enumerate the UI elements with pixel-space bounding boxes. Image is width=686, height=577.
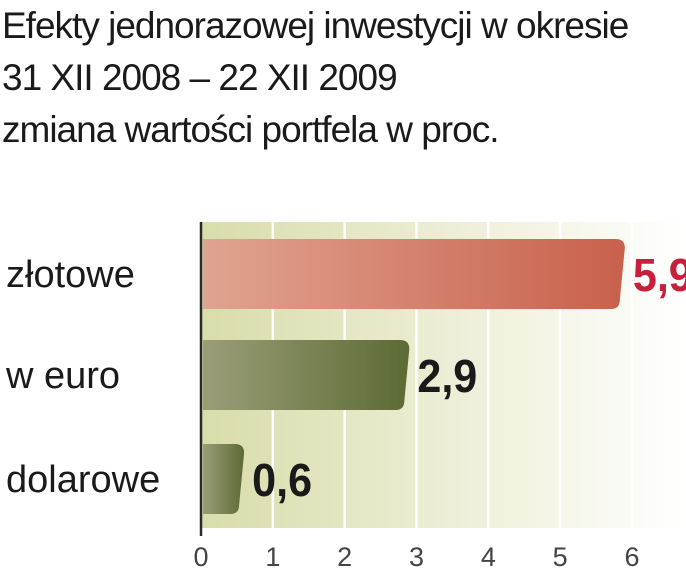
value-labels: 5,9 2,9 0,6 xyxy=(252,249,686,506)
value-label: 2,9 xyxy=(417,350,477,402)
bar-0 xyxy=(203,239,625,309)
chart-title-block: Efekty jednorazowej inwestycji w okresie… xyxy=(2,0,682,156)
bar-2 xyxy=(203,444,245,514)
chart-unit-label: zmiana wartości portfela w proc. xyxy=(2,109,499,150)
bars xyxy=(203,239,625,514)
x-tick-label: 3 xyxy=(409,542,424,572)
x-tick-labels: 0 1 2 3 4 5 6 xyxy=(193,542,639,572)
chart-title: Efekty jednorazowej inwestycji w okresie xyxy=(2,5,629,46)
x-tick-label: 5 xyxy=(553,542,568,572)
x-tick-label: 2 xyxy=(337,542,352,572)
x-tick-label: 6 xyxy=(624,542,639,572)
value-label: 5,9 xyxy=(633,249,686,301)
category-label: złotowe xyxy=(6,254,135,296)
value-label: 0,6 xyxy=(252,454,312,506)
category-label: dolarowe xyxy=(6,459,160,501)
category-label: w euro xyxy=(5,355,120,397)
x-tick-label: 1 xyxy=(265,542,280,572)
bar-1 xyxy=(203,340,410,410)
chart-subtitle: 31 XII 2008 – 22 XII 2009 xyxy=(2,57,398,98)
x-tick-label: 0 xyxy=(193,542,208,572)
x-tick-label: 4 xyxy=(481,542,496,572)
category-labels: złotowe w euro dolarowe xyxy=(5,254,160,501)
